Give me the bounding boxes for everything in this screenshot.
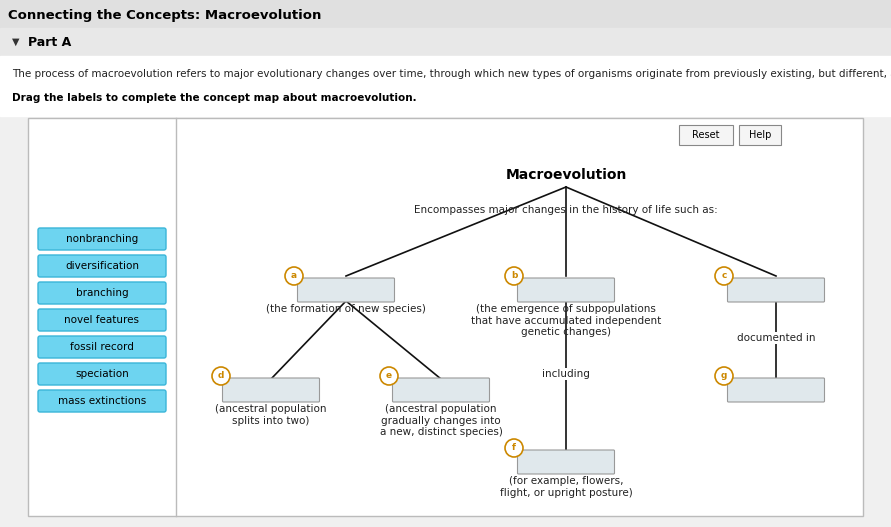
FancyBboxPatch shape [38,390,166,412]
Text: nonbranching: nonbranching [66,234,138,244]
FancyBboxPatch shape [38,282,166,304]
FancyBboxPatch shape [38,255,166,277]
Text: Connecting the Concepts: Macroevolution: Connecting the Concepts: Macroevolution [8,8,322,22]
Text: Help: Help [748,130,772,140]
Text: d: d [217,372,225,380]
Text: (the formation of new species): (the formation of new species) [266,304,426,314]
Text: e: e [386,372,392,380]
Text: The process of macroevolution refers to major evolutionary changes over time, th: The process of macroevolution refers to … [12,69,891,79]
Text: g: g [721,372,727,380]
Text: (ancestral population
gradually changes into
a new, distinct species): (ancestral population gradually changes … [380,404,503,437]
Text: diversification: diversification [65,261,139,271]
Text: b: b [511,271,517,280]
FancyBboxPatch shape [679,125,733,145]
FancyBboxPatch shape [518,278,615,302]
FancyBboxPatch shape [739,125,781,145]
Text: ▼: ▼ [12,37,20,47]
Bar [0,0,891,28]
Text: (for example, flowers,
flight, or upright posture): (for example, flowers, flight, or uprigh… [500,476,633,497]
Text: Reset: Reset [692,130,720,140]
Text: Part A: Part A [28,35,71,48]
Text: speciation: speciation [75,369,129,379]
FancyBboxPatch shape [727,378,824,402]
Text: Encompasses major changes in the history of life such as:: Encompasses major changes in the history… [414,205,718,215]
FancyBboxPatch shape [38,228,166,250]
Circle shape [212,367,230,385]
FancyBboxPatch shape [38,363,166,385]
Text: c: c [722,271,727,280]
FancyBboxPatch shape [518,450,615,474]
Circle shape [715,367,733,385]
Text: fossil record: fossil record [70,342,134,352]
Bar [0,56,891,116]
FancyBboxPatch shape [38,309,166,331]
Text: (the emergence of subpopulations
that have accumulated independent
genetic chang: (the emergence of subpopulations that ha… [470,304,661,337]
FancyBboxPatch shape [38,336,166,358]
Circle shape [505,439,523,457]
FancyBboxPatch shape [28,118,863,516]
Text: novel features: novel features [64,315,140,325]
Circle shape [285,267,303,285]
Text: f: f [512,444,516,453]
FancyBboxPatch shape [298,278,395,302]
Circle shape [505,267,523,285]
Text: Macroevolution: Macroevolution [505,168,626,182]
Text: including: including [542,369,590,379]
FancyBboxPatch shape [223,378,320,402]
Text: documented in: documented in [737,333,815,343]
Text: branching: branching [76,288,128,298]
Text: Drag the labels to complete the concept map about macroevolution.: Drag the labels to complete the concept … [12,93,417,103]
Circle shape [380,367,398,385]
Bar [0,28,891,56]
Circle shape [715,267,733,285]
FancyBboxPatch shape [393,378,489,402]
Text: a: a [291,271,297,280]
FancyBboxPatch shape [727,278,824,302]
Text: (ancestral population
splits into two): (ancestral population splits into two) [216,404,327,426]
Text: mass extinctions: mass extinctions [58,396,146,406]
